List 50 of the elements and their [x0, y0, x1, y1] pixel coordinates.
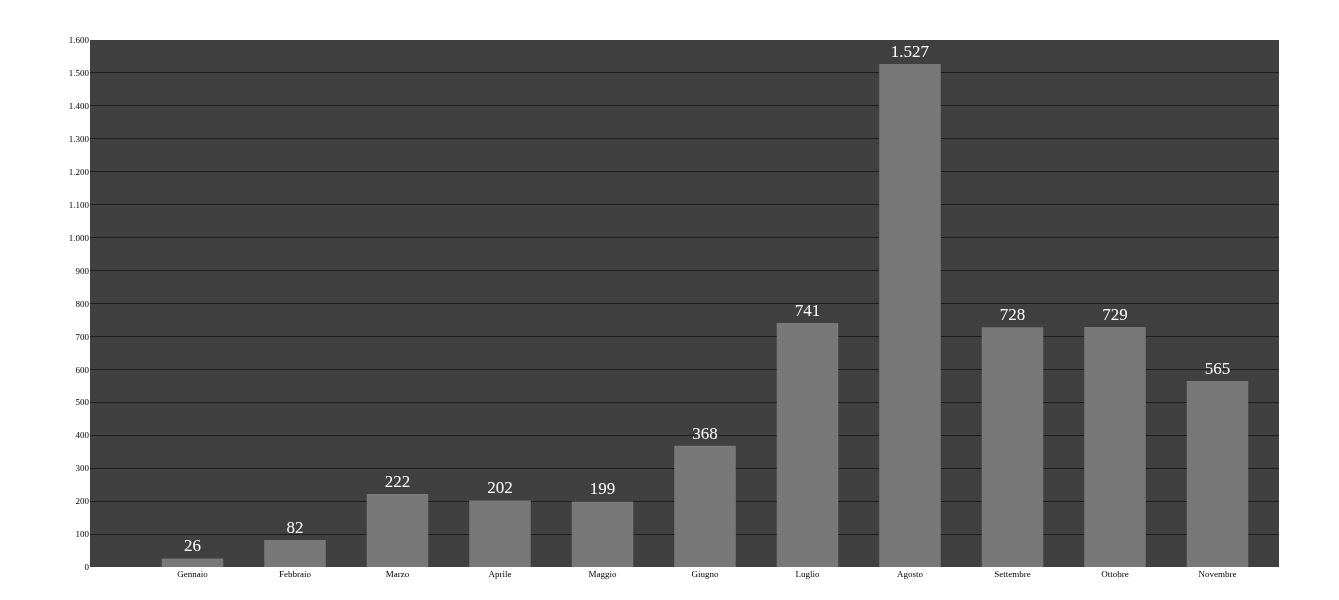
x-tick-label: Luglio [795, 569, 820, 579]
x-tick-label: Ottobre [1101, 569, 1129, 579]
y-tick-label: 200 [75, 496, 90, 507]
y-tick-label: 800 [75, 298, 90, 309]
y-tick-label: 1.600 [68, 35, 90, 46]
y-tick-label: 100 [75, 529, 90, 540]
x-tick-label: Settembre [994, 569, 1031, 579]
data-label: 368 [692, 423, 718, 443]
x-tick-label: Maggio [588, 569, 617, 579]
data-label: 26 [184, 536, 201, 556]
data-label: 728 [999, 305, 1026, 325]
bar [161, 558, 224, 567]
bar [879, 64, 941, 567]
bar [264, 539, 326, 567]
data-label: 199 [589, 479, 616, 499]
x-tick-label: Giugno [691, 569, 719, 579]
data-label: 82 [286, 517, 304, 537]
bar [981, 327, 1044, 567]
data-label: 741 [794, 300, 821, 320]
y-tick-label: 1.400 [68, 101, 90, 112]
y-tick-label: 400 [75, 430, 90, 441]
x-tick-label: Novembre [1198, 569, 1237, 579]
data-label: 565 [1204, 358, 1231, 378]
x-tick-label: Agosto [896, 569, 924, 579]
x-tick-label: Aprile [488, 569, 512, 579]
data-label: 202 [487, 478, 513, 498]
bar [469, 500, 531, 567]
y-tick-label: 1.500 [68, 68, 90, 79]
y-tick-label: 300 [75, 463, 90, 474]
bar [1186, 380, 1249, 567]
y-tick-label: 1.100 [68, 199, 90, 210]
y-tick-label: 700 [75, 331, 90, 342]
bar [776, 322, 839, 567]
x-tick-label: Gennaio [177, 569, 209, 579]
bar [571, 501, 634, 567]
bar [674, 445, 736, 567]
y-tick-label: 900 [75, 265, 90, 276]
data-label: 1.527 [890, 42, 930, 62]
data-label: 222 [384, 471, 411, 491]
data-label: 729 [1102, 304, 1128, 324]
y-tick-label: 1.000 [68, 232, 90, 243]
y-tick-label: 500 [75, 397, 90, 408]
bar [1084, 326, 1146, 567]
bar [366, 493, 429, 567]
y-tick-label: 1.300 [68, 133, 90, 144]
y-tick-label: 600 [75, 364, 90, 375]
x-tick-label: Febbraio [279, 569, 312, 579]
y-tick-label: 1.200 [68, 166, 90, 177]
x-tick-label: Marzo [385, 569, 410, 579]
y-tick-label: 0 [84, 562, 90, 573]
